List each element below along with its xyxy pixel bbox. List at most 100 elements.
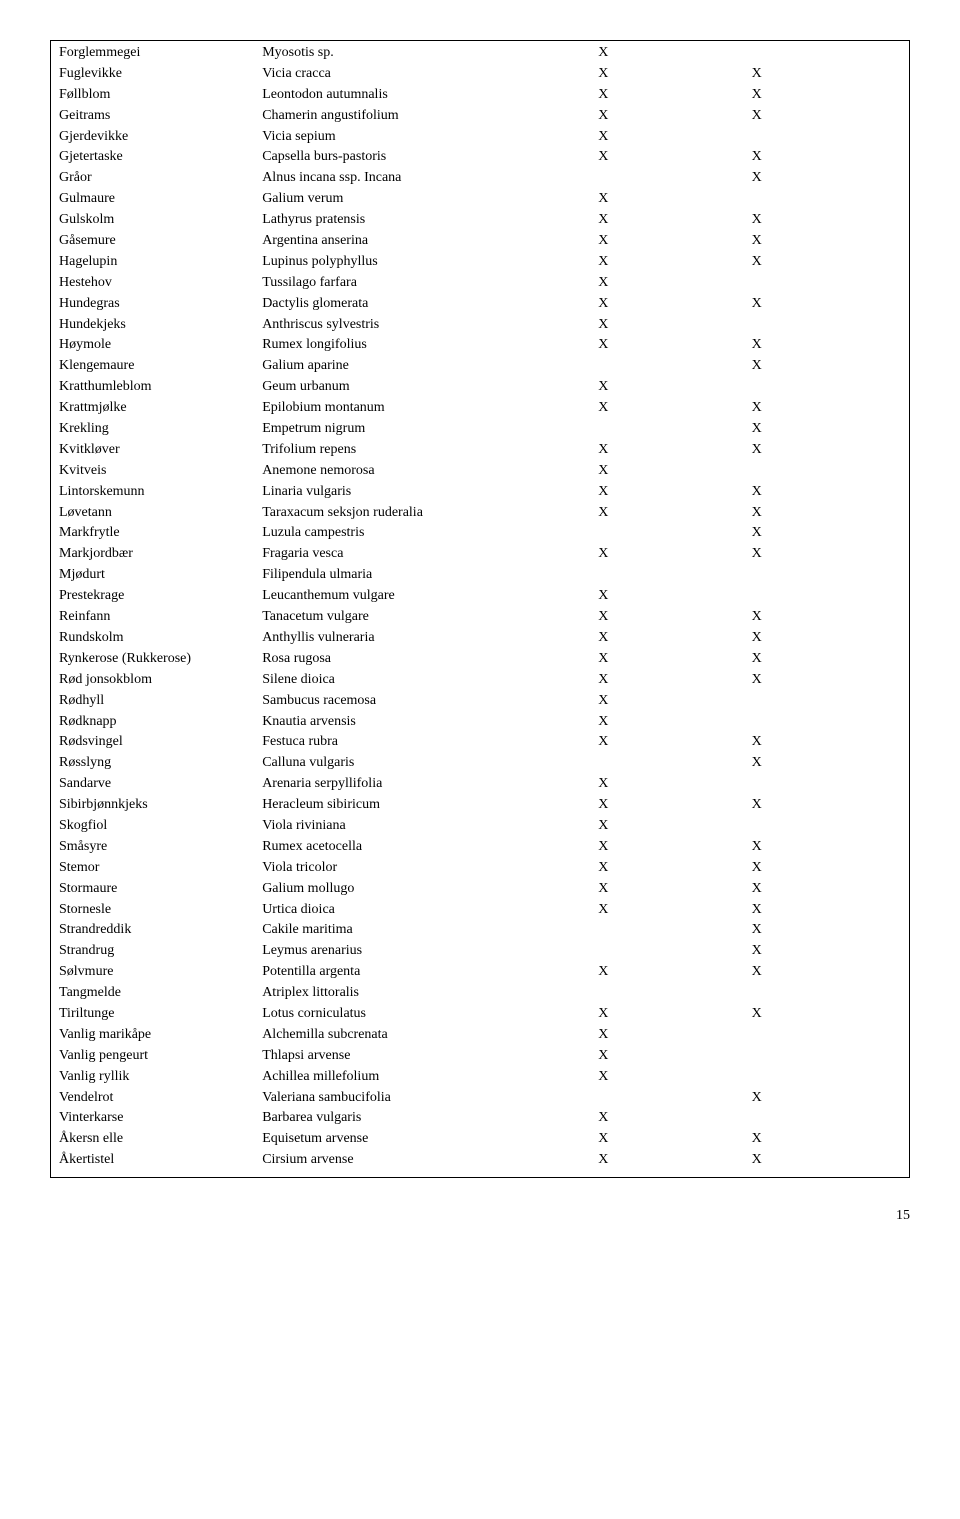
mark-col-2: [750, 1046, 903, 1067]
latin-name: Lotus corniculatus: [260, 1004, 596, 1025]
latin-name: Leucanthemum vulgare: [260, 586, 596, 607]
mark-col-1: X: [596, 252, 749, 273]
mark-col-2: X: [750, 941, 903, 962]
mark-col-1: [596, 523, 749, 544]
norwegian-name: Strandreddik: [57, 920, 260, 941]
mark-col-2: X: [750, 210, 903, 231]
table-row: Åkersn elleEquisetum arvenseXX: [57, 1129, 903, 1150]
mark-col-1: X: [596, 795, 749, 816]
mark-col-1: X: [596, 1150, 749, 1171]
mark-col-1: [596, 168, 749, 189]
table-row: KvitveisAnemone nemorosaX: [57, 461, 903, 482]
latin-name: Cakile maritima: [260, 920, 596, 941]
latin-name: Linaria vulgaris: [260, 482, 596, 503]
mark-col-1: X: [596, 210, 749, 231]
table-row: Rød jonsokblomSilene dioicaXX: [57, 670, 903, 691]
table-row: Vanlig ryllikAchillea millefoliumX: [57, 1067, 903, 1088]
mark-col-1: X: [596, 649, 749, 670]
norwegian-name: Vanlig marikåpe: [57, 1025, 260, 1046]
latin-name: Filipendula ulmaria: [260, 565, 596, 586]
norwegian-name: Føllblom: [57, 85, 260, 106]
mark-col-1: X: [596, 273, 749, 294]
latin-name: Taraxacum seksjon ruderalia: [260, 503, 596, 524]
table-row: KlengemaureGalium aparineX: [57, 356, 903, 377]
latin-name: Heracleum sibiricum: [260, 795, 596, 816]
table-row: ForglemmegeiMyosotis sp.X: [57, 43, 903, 64]
latin-name: Valeriana sambucifolia: [260, 1088, 596, 1109]
mark-col-1: X: [596, 294, 749, 315]
mark-col-1: [596, 983, 749, 1004]
mark-col-2: X: [750, 147, 903, 168]
latin-name: Argentina anserina: [260, 231, 596, 252]
norwegian-name: Rynkerose (Rukkerose): [57, 649, 260, 670]
mark-col-1: X: [596, 85, 749, 106]
latin-name: Alchemilla subcrenata: [260, 1025, 596, 1046]
norwegian-name: Rød jonsokblom: [57, 670, 260, 691]
latin-name: Viola riviniana: [260, 816, 596, 837]
mark-col-2: X: [750, 440, 903, 461]
latin-name: Knautia arvensis: [260, 712, 596, 733]
latin-name: Equisetum arvense: [260, 1129, 596, 1150]
table-row: TangmeldeAtriplex littoralis: [57, 983, 903, 1004]
mark-col-2: [750, 1108, 903, 1129]
mark-col-2: X: [750, 168, 903, 189]
table-row: StrandrugLeymus arenariusX: [57, 941, 903, 962]
mark-col-1: X: [596, 962, 749, 983]
latin-name: Leymus arenarius: [260, 941, 596, 962]
mark-col-2: [750, 712, 903, 733]
latin-name: Festuca rubra: [260, 732, 596, 753]
mark-col-1: X: [596, 482, 749, 503]
table-row: HundegrasDactylis glomerataXX: [57, 294, 903, 315]
table-row: GåsemureArgentina anserinaXX: [57, 231, 903, 252]
mark-col-2: X: [750, 649, 903, 670]
mark-col-2: [750, 1025, 903, 1046]
mark-col-2: X: [750, 628, 903, 649]
mark-col-2: [750, 816, 903, 837]
table-row: RøsslyngCalluna vulgarisX: [57, 753, 903, 774]
table-row: MarkjordbærFragaria vescaXX: [57, 544, 903, 565]
mark-col-2: X: [750, 252, 903, 273]
mark-col-2: [750, 565, 903, 586]
norwegian-name: Krekling: [57, 419, 260, 440]
mark-col-2: X: [750, 1129, 903, 1150]
latin-name: Viola tricolor: [260, 858, 596, 879]
norwegian-name: Gulmaure: [57, 189, 260, 210]
latin-name: Galium aparine: [260, 356, 596, 377]
norwegian-name: Stormaure: [57, 879, 260, 900]
table-row: SkogfiolViola rivinianaX: [57, 816, 903, 837]
latin-name: Barbarea vulgaris: [260, 1108, 596, 1129]
mark-col-2: [750, 377, 903, 398]
mark-col-1: X: [596, 1046, 749, 1067]
norwegian-name: Gåsemure: [57, 231, 260, 252]
mark-col-2: X: [750, 64, 903, 85]
norwegian-name: Åkersn elle: [57, 1129, 260, 1150]
table-row: LøvetannTaraxacum seksjon ruderaliaXX: [57, 503, 903, 524]
latin-name: Geum urbanum: [260, 377, 596, 398]
table-row: ÅkertistelCirsium arvenseXX: [57, 1150, 903, 1171]
mark-col-2: X: [750, 858, 903, 879]
mark-col-2: X: [750, 753, 903, 774]
mark-col-1: X: [596, 858, 749, 879]
norwegian-name: Tiriltunge: [57, 1004, 260, 1025]
latin-name: Rumex acetocella: [260, 837, 596, 858]
table-row: RødhyllSambucus racemosaX: [57, 691, 903, 712]
norwegian-name: Gjerdevikke: [57, 127, 260, 148]
norwegian-name: Vendelrot: [57, 1088, 260, 1109]
mark-col-2: X: [750, 795, 903, 816]
latin-name: Anthriscus sylvestris: [260, 315, 596, 336]
mark-col-1: X: [596, 837, 749, 858]
latin-name: Tanacetum vulgare: [260, 607, 596, 628]
mark-col-1: X: [596, 691, 749, 712]
latin-name: Silene dioica: [260, 670, 596, 691]
norwegian-name: Rødsvingel: [57, 732, 260, 753]
mark-col-1: X: [596, 670, 749, 691]
mark-col-2: X: [750, 1150, 903, 1171]
mark-col-2: X: [750, 920, 903, 941]
norwegian-name: Gjetertaske: [57, 147, 260, 168]
norwegian-name: Prestekrage: [57, 586, 260, 607]
mark-col-2: X: [750, 231, 903, 252]
mark-col-2: [750, 43, 903, 64]
mark-col-1: X: [596, 1129, 749, 1150]
table-row: HøymoleRumex longifoliusXX: [57, 335, 903, 356]
mark-col-2: [750, 983, 903, 1004]
